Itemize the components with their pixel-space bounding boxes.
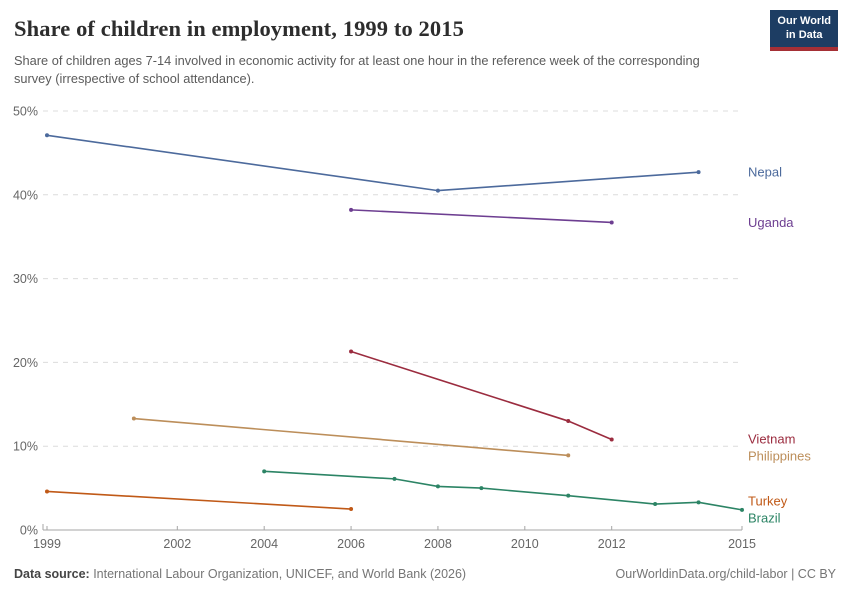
x-tick-label-2004: 2004 bbox=[250, 537, 278, 551]
owid-url-link[interactable]: OurWorldinData.org/child-labor bbox=[615, 567, 788, 581]
point-nepal-2008 bbox=[435, 188, 440, 193]
data-source: Data source: International Labour Organi… bbox=[14, 567, 466, 581]
point-brazil-2004 bbox=[262, 469, 267, 474]
y-tick-label-30: 30% bbox=[13, 272, 38, 286]
point-vietnam-2006 bbox=[349, 349, 354, 354]
point-brazil-2014 bbox=[696, 500, 701, 505]
label-philippines[interactable]: Philippines bbox=[748, 448, 811, 463]
label-vietnam[interactable]: Vietnam bbox=[748, 431, 795, 446]
data-source-label: Data source: bbox=[14, 567, 90, 581]
point-turkey-2006 bbox=[349, 507, 354, 512]
owid-logo-line1: Our World bbox=[777, 15, 831, 27]
label-turkey[interactable]: Turkey bbox=[748, 493, 788, 508]
point-brazil-2013 bbox=[653, 502, 658, 507]
label-nepal[interactable]: Nepal bbox=[748, 165, 782, 180]
x-tick-label-2002: 2002 bbox=[163, 537, 191, 551]
point-brazil-2011 bbox=[566, 493, 571, 498]
series-uganda[interactable]: Uganda bbox=[349, 207, 794, 230]
line-nepal[interactable] bbox=[46, 134, 699, 192]
point-brazil-2015 bbox=[740, 507, 744, 512]
series-nepal[interactable]: Nepal bbox=[45, 133, 782, 193]
page-title: Share of children in employment, 1999 to… bbox=[14, 16, 464, 41]
x-tick-label-2012: 2012 bbox=[598, 537, 626, 551]
y-tick-label-50: 50% bbox=[13, 105, 38, 119]
point-vietnam-2011 bbox=[566, 419, 571, 424]
point-turkey-1999 bbox=[45, 489, 49, 494]
point-uganda-2006 bbox=[349, 207, 354, 212]
x-tick-label-2015: 2015 bbox=[728, 537, 756, 551]
data-source-text: International Labour Organization, UNICE… bbox=[89, 567, 467, 581]
x-tick-label-2010: 2010 bbox=[511, 537, 539, 551]
line-vietnam[interactable] bbox=[350, 350, 613, 441]
series-philippines[interactable]: Philippines bbox=[131, 416, 811, 464]
series-turkey[interactable]: Turkey bbox=[45, 489, 788, 512]
point-nepal-1999 bbox=[45, 133, 49, 138]
x-tick-label-2006: 2006 bbox=[337, 537, 365, 551]
license-link[interactable]: CC BY bbox=[797, 567, 836, 581]
y-tick-label-0: 0% bbox=[20, 524, 38, 538]
x-tick-label-2008: 2008 bbox=[424, 537, 452, 551]
point-brazil-2009 bbox=[479, 486, 484, 491]
point-uganda-2012 bbox=[609, 220, 614, 225]
point-vietnam-2012 bbox=[609, 437, 614, 442]
chart-subtitle: Share of children ages 7-14 involved in … bbox=[14, 53, 700, 86]
point-philippines-2001 bbox=[131, 416, 136, 421]
label-uganda[interactable]: Uganda bbox=[748, 215, 794, 230]
label-brazil[interactable]: Brazil bbox=[748, 510, 781, 525]
footer-links: OurWorldinData.org/child-labor | CC BY bbox=[616, 567, 836, 581]
line-turkey[interactable] bbox=[46, 490, 352, 510]
y-tick-label-40: 40% bbox=[13, 188, 38, 202]
y-tick-label-20: 20% bbox=[13, 356, 38, 370]
footer-separator: | bbox=[787, 567, 798, 581]
point-nepal-2014 bbox=[696, 170, 701, 175]
y-tick-label-10: 10% bbox=[13, 440, 38, 454]
chart-footer: Data source: International Labour Organi… bbox=[14, 567, 836, 581]
point-philippines-2011 bbox=[566, 453, 571, 458]
point-brazil-2007 bbox=[392, 476, 397, 481]
x-tick-label-1999: 1999 bbox=[33, 537, 61, 551]
owid-logo[interactable]: Our World in Data bbox=[770, 10, 838, 51]
owid-logo-line2: in Data bbox=[785, 28, 823, 41]
line-philippines[interactable] bbox=[133, 417, 569, 457]
series-brazil[interactable]: Brazil bbox=[262, 469, 781, 525]
line-uganda[interactable] bbox=[351, 209, 612, 224]
series-vietnam[interactable]: Vietnam bbox=[349, 349, 795, 447]
line-brazil[interactable] bbox=[264, 470, 743, 511]
point-brazil-2008 bbox=[435, 484, 440, 489]
